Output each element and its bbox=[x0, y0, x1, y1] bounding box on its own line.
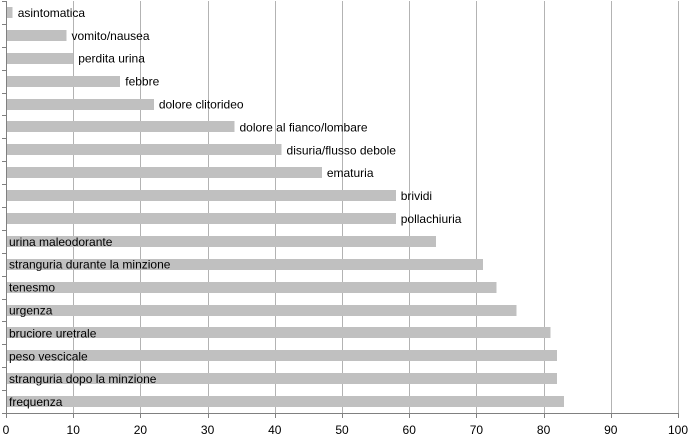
category-label-7: ematuria bbox=[327, 166, 374, 180]
bar-4 bbox=[7, 99, 154, 110]
category-label-17: frequenza bbox=[9, 395, 63, 409]
category-label-15: peso vescicale bbox=[9, 349, 88, 363]
x-tick-label-60: 60 bbox=[403, 423, 417, 437]
category-label-6: disuria/flusso debole bbox=[287, 143, 397, 157]
bar-9 bbox=[7, 213, 396, 224]
category-label-1: vomito/nausea bbox=[71, 29, 149, 43]
x-tick-label-0: 0 bbox=[3, 423, 10, 437]
x-tick-label-50: 50 bbox=[335, 423, 349, 437]
category-label-4: dolore clitorideo bbox=[159, 98, 244, 112]
bar-7 bbox=[7, 167, 322, 178]
category-labels: asintomatica vomito/nausea perdita urina fe… bbox=[9, 6, 462, 409]
bar-6 bbox=[7, 144, 282, 155]
axes bbox=[2, 1, 679, 418]
bar-1 bbox=[7, 30, 67, 41]
category-label-11: stranguria durante la minzione bbox=[9, 258, 171, 272]
x-tick-label-20: 20 bbox=[134, 423, 148, 437]
category-label-0: asintomatica bbox=[18, 6, 86, 20]
bar-10 bbox=[7, 236, 437, 247]
bar-8 bbox=[7, 190, 396, 201]
bar-0 bbox=[7, 7, 13, 18]
x-tick-label-70: 70 bbox=[470, 423, 484, 437]
category-label-9: pollachiuria bbox=[401, 212, 462, 226]
x-tick-label-90: 90 bbox=[604, 423, 618, 437]
x-tick-label-80: 80 bbox=[537, 423, 551, 437]
bar-16 bbox=[7, 373, 558, 384]
category-label-16: stranguria dopo la minzione bbox=[9, 372, 157, 386]
x-tick-label-100: 100 bbox=[668, 423, 688, 437]
bar-5 bbox=[7, 121, 235, 132]
bar-11 bbox=[7, 259, 484, 270]
bar-3 bbox=[7, 76, 121, 87]
bar-17 bbox=[7, 396, 564, 407]
category-label-2: perdita urina bbox=[78, 52, 145, 66]
category-label-14: bruciore uretrale bbox=[9, 326, 97, 340]
category-label-12: tenesmo bbox=[9, 281, 55, 295]
category-label-5: dolore al fianco/lombare bbox=[239, 120, 367, 134]
x-tick-label-10: 10 bbox=[67, 423, 81, 437]
category-label-13: urgenza bbox=[9, 304, 53, 318]
x-tick-label-40: 40 bbox=[268, 423, 282, 437]
grid-lines bbox=[73, 1, 679, 413]
bar-12 bbox=[7, 282, 497, 293]
category-label-10: urina maleodorante bbox=[9, 235, 113, 249]
bar-2 bbox=[7, 53, 74, 64]
bar-14 bbox=[7, 327, 551, 338]
bar-15 bbox=[7, 350, 558, 361]
category-label-3: febbre bbox=[125, 75, 159, 89]
x-tick-labels: 0 10 20 30 40 50 60 70 80 90 100 bbox=[3, 423, 689, 437]
x-tick-label-30: 30 bbox=[201, 423, 215, 437]
bars bbox=[7, 7, 564, 407]
category-label-8: brividi bbox=[401, 189, 432, 203]
bar-13 bbox=[7, 305, 517, 316]
